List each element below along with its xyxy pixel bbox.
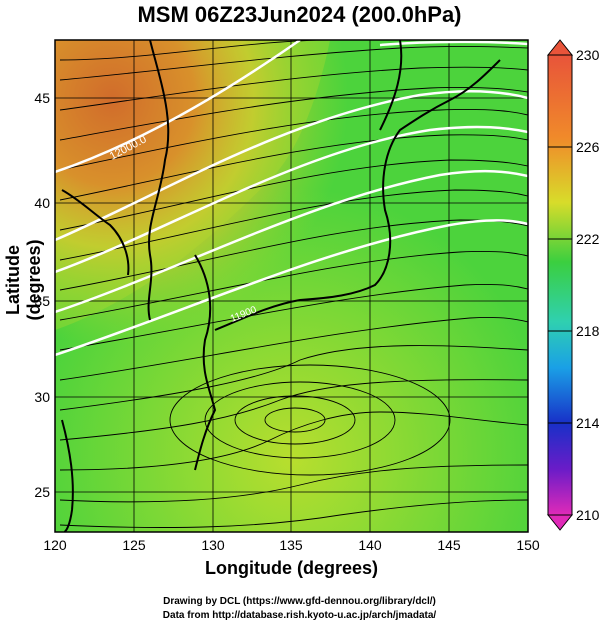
x-tick-label: 145 bbox=[437, 537, 461, 553]
y-tick-label: 25 bbox=[34, 484, 50, 500]
height-contours bbox=[55, 40, 528, 357]
map-field bbox=[55, 40, 528, 532]
credit-drawing: Drawing by DCL (https://www.gfd-dennou.o… bbox=[163, 596, 436, 607]
colorbar-tick-label: 210 bbox=[576, 507, 599, 523]
colorbar-tick-label: 218 bbox=[576, 323, 599, 339]
colorbar: 230 226 222 218 214 210 bbox=[546, 39, 599, 531]
y-axis-title: Latitude (degrees) bbox=[3, 239, 44, 321]
x-tick-label: 135 bbox=[279, 537, 303, 553]
colorbar-tick-label: 214 bbox=[576, 415, 599, 431]
colorbar-tick-label: 222 bbox=[576, 231, 599, 247]
chart-title: MSM 06Z23Jun2024 (200.0hPa) bbox=[137, 2, 462, 27]
x-tick-label: 120 bbox=[43, 537, 67, 553]
colorbar-top-arrow bbox=[546, 39, 574, 56]
y-tick-label: 45 bbox=[34, 90, 50, 106]
x-tick-label: 150 bbox=[516, 537, 540, 553]
colorbar-tick-label: 230 bbox=[576, 47, 599, 63]
y-ticks: 25 30 35 40 45 bbox=[34, 90, 50, 500]
credit-data: Data from http://database.rish.kyoto-u.a… bbox=[162, 610, 437, 621]
x-axis-title: Longitude (degrees) bbox=[204, 558, 378, 578]
y-tick-label: 40 bbox=[34, 195, 50, 211]
x-tick-label: 140 bbox=[358, 537, 382, 553]
x-tick-label: 130 bbox=[201, 537, 225, 553]
colorbar-bottom-arrow bbox=[546, 514, 574, 531]
y-tick-label: 30 bbox=[34, 389, 50, 405]
x-ticks: 120 125 130 135 140 145 150 bbox=[43, 537, 540, 553]
coastlines bbox=[61, 40, 501, 532]
x-tick-label: 125 bbox=[122, 537, 146, 553]
colorbar-scale bbox=[547, 54, 573, 516]
colorbar-tick-label: 226 bbox=[576, 139, 599, 155]
plot-frame bbox=[54, 39, 529, 533]
y-tick-label: 35 bbox=[34, 293, 50, 309]
